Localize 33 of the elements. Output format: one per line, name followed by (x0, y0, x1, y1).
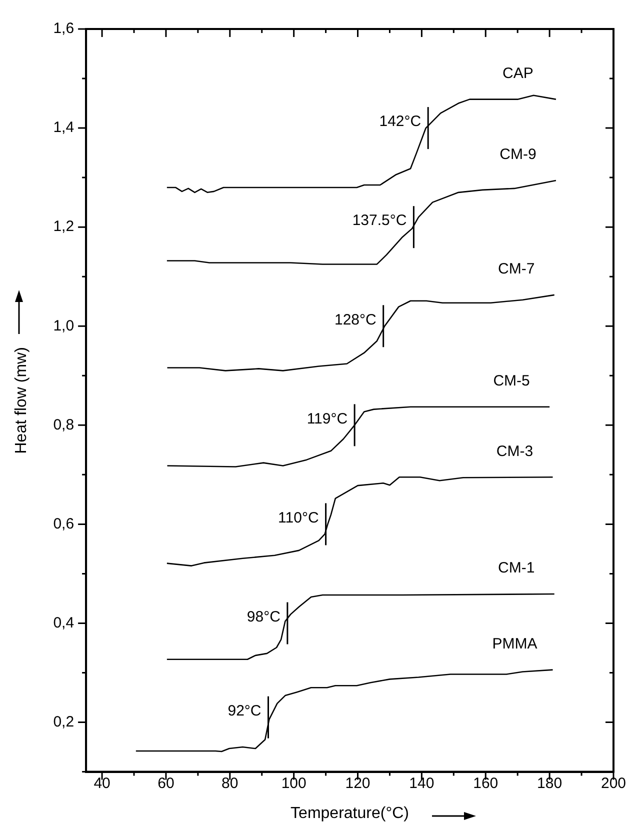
annotation: 128°C (334, 311, 376, 328)
annotation: 137.5°C (352, 212, 407, 230)
x-tick-label: 80 (222, 774, 238, 792)
annotation: 92°C (228, 702, 262, 720)
x-tick-label: 160 (473, 774, 498, 792)
y-tick-label: 0,8 (53, 416, 74, 434)
x-tick-label: 200 (600, 774, 626, 792)
annotation: 119°C (306, 410, 348, 428)
x-tick-label: 100 (281, 774, 306, 792)
series-label: CAP (502, 64, 534, 82)
series-label: CM-7 (498, 260, 535, 278)
series-label: CM-1 (498, 560, 535, 577)
y-tick-label: 0,2 (53, 713, 74, 730)
y-tick-label: 0,4 (53, 614, 74, 632)
y-tick-label: 1,4 (53, 119, 74, 136)
annotation: 142°C (379, 113, 422, 130)
series-label: PMMA (492, 635, 538, 652)
annotation: 110°C (278, 509, 319, 526)
series-label: CM-3 (496, 442, 534, 460)
series-label: CM-5 (493, 372, 530, 390)
y-tick-label: 1,6 (53, 20, 74, 38)
x-tick-label: 140 (409, 774, 434, 792)
y-tick-label: 1,2 (53, 218, 74, 236)
y-tick-label: 0,6 (53, 515, 74, 532)
y-tick-label: 1,0 (53, 317, 74, 334)
x-axis-title: Temperature(°C) (290, 804, 409, 822)
annotation: 98°C (246, 608, 281, 626)
x-tick-label: 60 (158, 774, 174, 792)
series-label: CM-9 (500, 146, 536, 164)
x-tick-label: 180 (537, 774, 562, 792)
y-axis-title: Heat flow (mw) (13, 347, 30, 454)
x-tick-label: 40 (94, 774, 110, 792)
x-tick-label: 120 (345, 774, 370, 792)
